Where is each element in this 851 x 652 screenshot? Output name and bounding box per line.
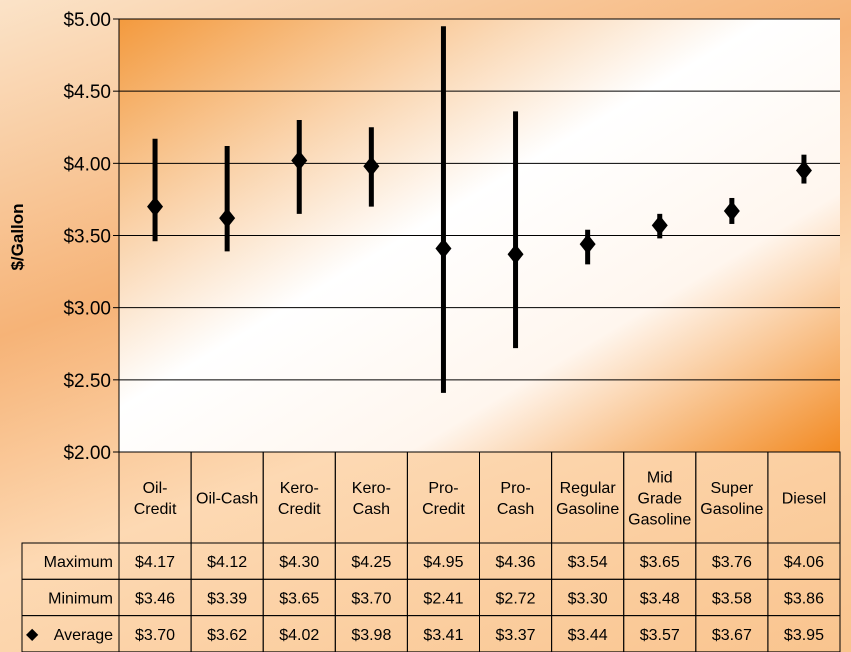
average-marker	[507, 244, 524, 265]
y-tick-label: $4.50	[63, 82, 111, 103]
category-header-cell	[551, 451, 625, 544]
row-header-label: Maximum	[44, 554, 113, 571]
table-cell-value: $3.44	[568, 627, 608, 644]
category-label: Regular	[560, 480, 617, 497]
y-tick-label: $5.00	[63, 10, 111, 31]
average-marker	[147, 196, 164, 217]
category-label: Credit	[422, 501, 465, 518]
table-cell-value: $3.98	[351, 627, 391, 644]
table-cell-value: $4.30	[279, 554, 319, 571]
category-label: Gasoline	[556, 501, 619, 518]
row-header-label: Minimum	[48, 590, 113, 607]
table-cell-value: $3.70	[351, 590, 391, 607]
average-marker	[291, 150, 308, 171]
category-label: Credit	[134, 501, 177, 518]
table-cell-value: $3.65	[640, 554, 680, 571]
table-cell-value: $3.37	[496, 627, 536, 644]
table-cell-value: $3.65	[279, 590, 319, 607]
category-label: Mid	[647, 470, 673, 487]
category-label: Kero-	[352, 480, 391, 497]
y-tick-label: $4.00	[63, 154, 111, 175]
table-cell-value: $3.48	[640, 590, 680, 607]
category-label: Oil-	[143, 480, 168, 497]
category-label: Gasoline	[700, 501, 763, 518]
category-header-cell	[118, 451, 192, 544]
category-label: Pro-	[428, 480, 458, 497]
table-cell-value: $3.46	[135, 590, 175, 607]
y-tick-label: $3.50	[63, 227, 111, 248]
average-marker	[651, 215, 668, 236]
table-cell-value: $3.57	[640, 627, 680, 644]
average-marker	[723, 200, 740, 221]
category-header-cell	[479, 451, 553, 544]
row-header-label: Average	[54, 627, 113, 644]
category-label: Grade	[638, 491, 683, 508]
gridlines	[119, 18, 840, 381]
category-header-cell	[262, 451, 336, 544]
table-cell-value: $3.62	[207, 627, 247, 644]
table-cell-value: $2.41	[423, 590, 463, 607]
table-cell-value: $4.06	[784, 554, 824, 571]
category-label: Cash	[353, 501, 390, 518]
y-tick-label: $3.00	[63, 299, 111, 320]
table-cell-value: $4.02	[279, 627, 319, 644]
table-cell-value: $3.70	[135, 627, 175, 644]
y-axis-label: $/Gallon	[8, 203, 27, 270]
table-cell-value: $3.67	[712, 627, 752, 644]
table-cell-value: $3.54	[568, 554, 608, 571]
data-marks	[147, 26, 812, 393]
category-label: Cash	[497, 501, 534, 518]
average-marker	[363, 156, 380, 177]
table-cell-value: $2.72	[496, 590, 536, 607]
category-label: Kero-	[280, 480, 319, 497]
table-cell-value: $3.86	[784, 590, 824, 607]
average-marker	[435, 238, 452, 259]
table-cell-value: $3.95	[784, 627, 824, 644]
category-label: Diesel	[782, 491, 826, 508]
table-cell-value: $4.36	[496, 554, 536, 571]
table-cell-value: $3.41	[423, 627, 463, 644]
table-cell-value: $3.76	[712, 554, 752, 571]
average-marker	[219, 208, 236, 229]
table-cell-value: $4.25	[351, 554, 391, 571]
category-label: Gasoline	[628, 512, 691, 529]
category-label: Super	[710, 480, 753, 497]
legend-diamond-icon: ◆	[26, 626, 39, 643]
table-cell-value: $4.17	[135, 554, 175, 571]
category-header-cell	[406, 451, 480, 544]
category-header-cell	[695, 451, 769, 544]
average-marker	[579, 234, 596, 255]
table-cell-value: $4.95	[423, 554, 463, 571]
y-tick-label: $2.50	[63, 371, 111, 392]
table-cell-value: $3.39	[207, 590, 247, 607]
y-tick-label: $2.00	[63, 443, 111, 464]
category-label: Pro-	[500, 480, 530, 497]
y-axis: $2.00 $2.50 $3.00 $3.50 $4.00 $4.50 $5.00	[63, 10, 120, 464]
table-cell-value: $4.12	[207, 554, 247, 571]
average-marker	[795, 160, 812, 181]
category-label: Oil-Cash	[196, 491, 258, 508]
table-cell-value: $3.58	[712, 590, 752, 607]
category-label: Credit	[278, 501, 321, 518]
table-cell-value: $3.30	[568, 590, 608, 607]
category-header-cell	[334, 451, 408, 544]
data-table: Oil- Credit Oil-Cash Kero- Credit Kero- Cash Pr…	[21, 451, 841, 652]
